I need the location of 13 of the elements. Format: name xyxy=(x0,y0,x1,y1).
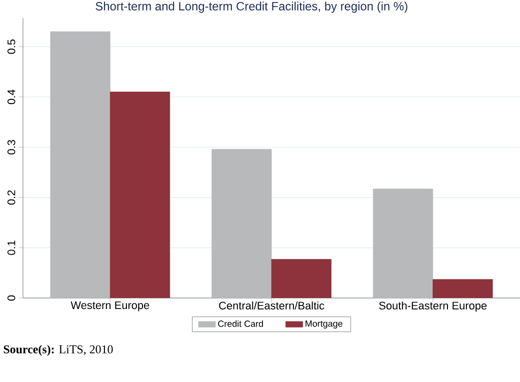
y-tick-label: 0.2 xyxy=(7,190,16,205)
chart-title: Short-term and Long-term Credit Facilities, by region (in %) xyxy=(96,2,408,13)
x-tick-label: Central/Eastern/Baltic xyxy=(219,301,324,310)
legend-label: Credit Card xyxy=(218,320,263,327)
x-tick-label: South-Eastern Europe xyxy=(379,301,487,312)
x-tick-label: Western Europe xyxy=(70,301,150,312)
legend-label: Mortgage xyxy=(306,320,342,329)
y-tick-label: 0 xyxy=(7,295,16,301)
y-tick-label: 0.5 xyxy=(7,40,16,54)
y-tick-label: 0.4 xyxy=(7,90,16,104)
text: Source(s): LiTS, 2010 xyxy=(4,344,113,356)
y-tick-label: 0.3 xyxy=(7,140,16,154)
y-tick-label: 0.1 xyxy=(7,240,16,255)
